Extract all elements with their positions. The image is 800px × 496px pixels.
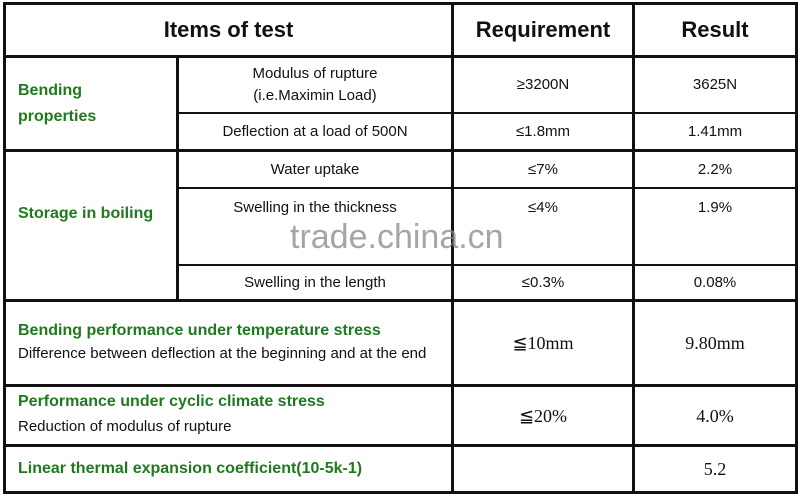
divider xyxy=(451,2,454,494)
temperature-title: Bending performance under temperature st… xyxy=(18,322,381,339)
divider xyxy=(176,56,179,300)
divider xyxy=(176,112,798,114)
res-deflection: 1.41mm xyxy=(687,122,743,140)
divider xyxy=(3,384,798,387)
item-temperature: Bending performance under temperature st… xyxy=(6,302,451,384)
req-water: ≤7% xyxy=(528,160,558,178)
watermark: trade.china.cn xyxy=(290,218,504,256)
res-cyclic: 4.0% xyxy=(696,405,734,426)
group-boiling: Storage in boiling xyxy=(18,205,154,222)
item-modulus-line2: (i.e.Maximin Load) xyxy=(253,87,377,104)
divider xyxy=(176,187,798,189)
item-deflection: Deflection at a load of 500N xyxy=(222,122,408,140)
border-left xyxy=(3,2,6,494)
res-water: 2.2% xyxy=(697,160,733,178)
res-temperature: 9.80mm xyxy=(685,333,745,353)
divider xyxy=(3,444,798,447)
req-modulus: ≥3200N xyxy=(516,76,570,93)
res-thermal: 5.2 xyxy=(703,459,727,479)
req-thermal xyxy=(454,447,632,491)
divider xyxy=(3,149,798,152)
item-cyclic: Performance under cyclic climate stress … xyxy=(6,387,451,444)
header-result: Result xyxy=(681,17,749,42)
border-top xyxy=(3,2,798,5)
req-temperature: ≦10mm xyxy=(512,333,574,353)
req-length: ≤0.3% xyxy=(521,273,565,291)
border-bottom xyxy=(3,491,798,494)
req-deflection: ≤1.8mm xyxy=(515,122,571,140)
divider xyxy=(3,55,798,58)
res-thickness: 1.9% xyxy=(697,199,733,216)
temperature-desc: Difference between deflection at the beg… xyxy=(18,345,427,362)
item-modulus: Modulus of rupture (i.e.Maximin Load) xyxy=(179,58,451,112)
req-cyclic: ≦20% xyxy=(518,405,568,426)
divider xyxy=(3,299,798,302)
res-length: 0.08% xyxy=(693,273,737,291)
cyclic-desc: Reduction of modulus of rupture xyxy=(18,417,232,435)
item-thermal: Linear thermal expansion coefficient(10-… xyxy=(18,460,363,477)
group-bending: Bending properties xyxy=(18,81,97,125)
header-requirement: Requirement xyxy=(475,17,611,42)
divider xyxy=(632,2,635,494)
item-length: Swelling in the length xyxy=(244,273,386,291)
border-right xyxy=(795,2,798,494)
header-items: Items of test xyxy=(163,17,294,42)
divider xyxy=(176,264,798,266)
res-modulus: 3625N xyxy=(692,76,738,93)
req-thickness: ≤4% xyxy=(528,199,558,216)
cyclic-title: Performance under cyclic climate stress xyxy=(18,392,325,410)
item-modulus-line1: Modulus of rupture xyxy=(252,65,378,82)
item-water: Water uptake xyxy=(270,160,360,178)
item-thickness: Swelling in the thickness xyxy=(233,199,397,216)
